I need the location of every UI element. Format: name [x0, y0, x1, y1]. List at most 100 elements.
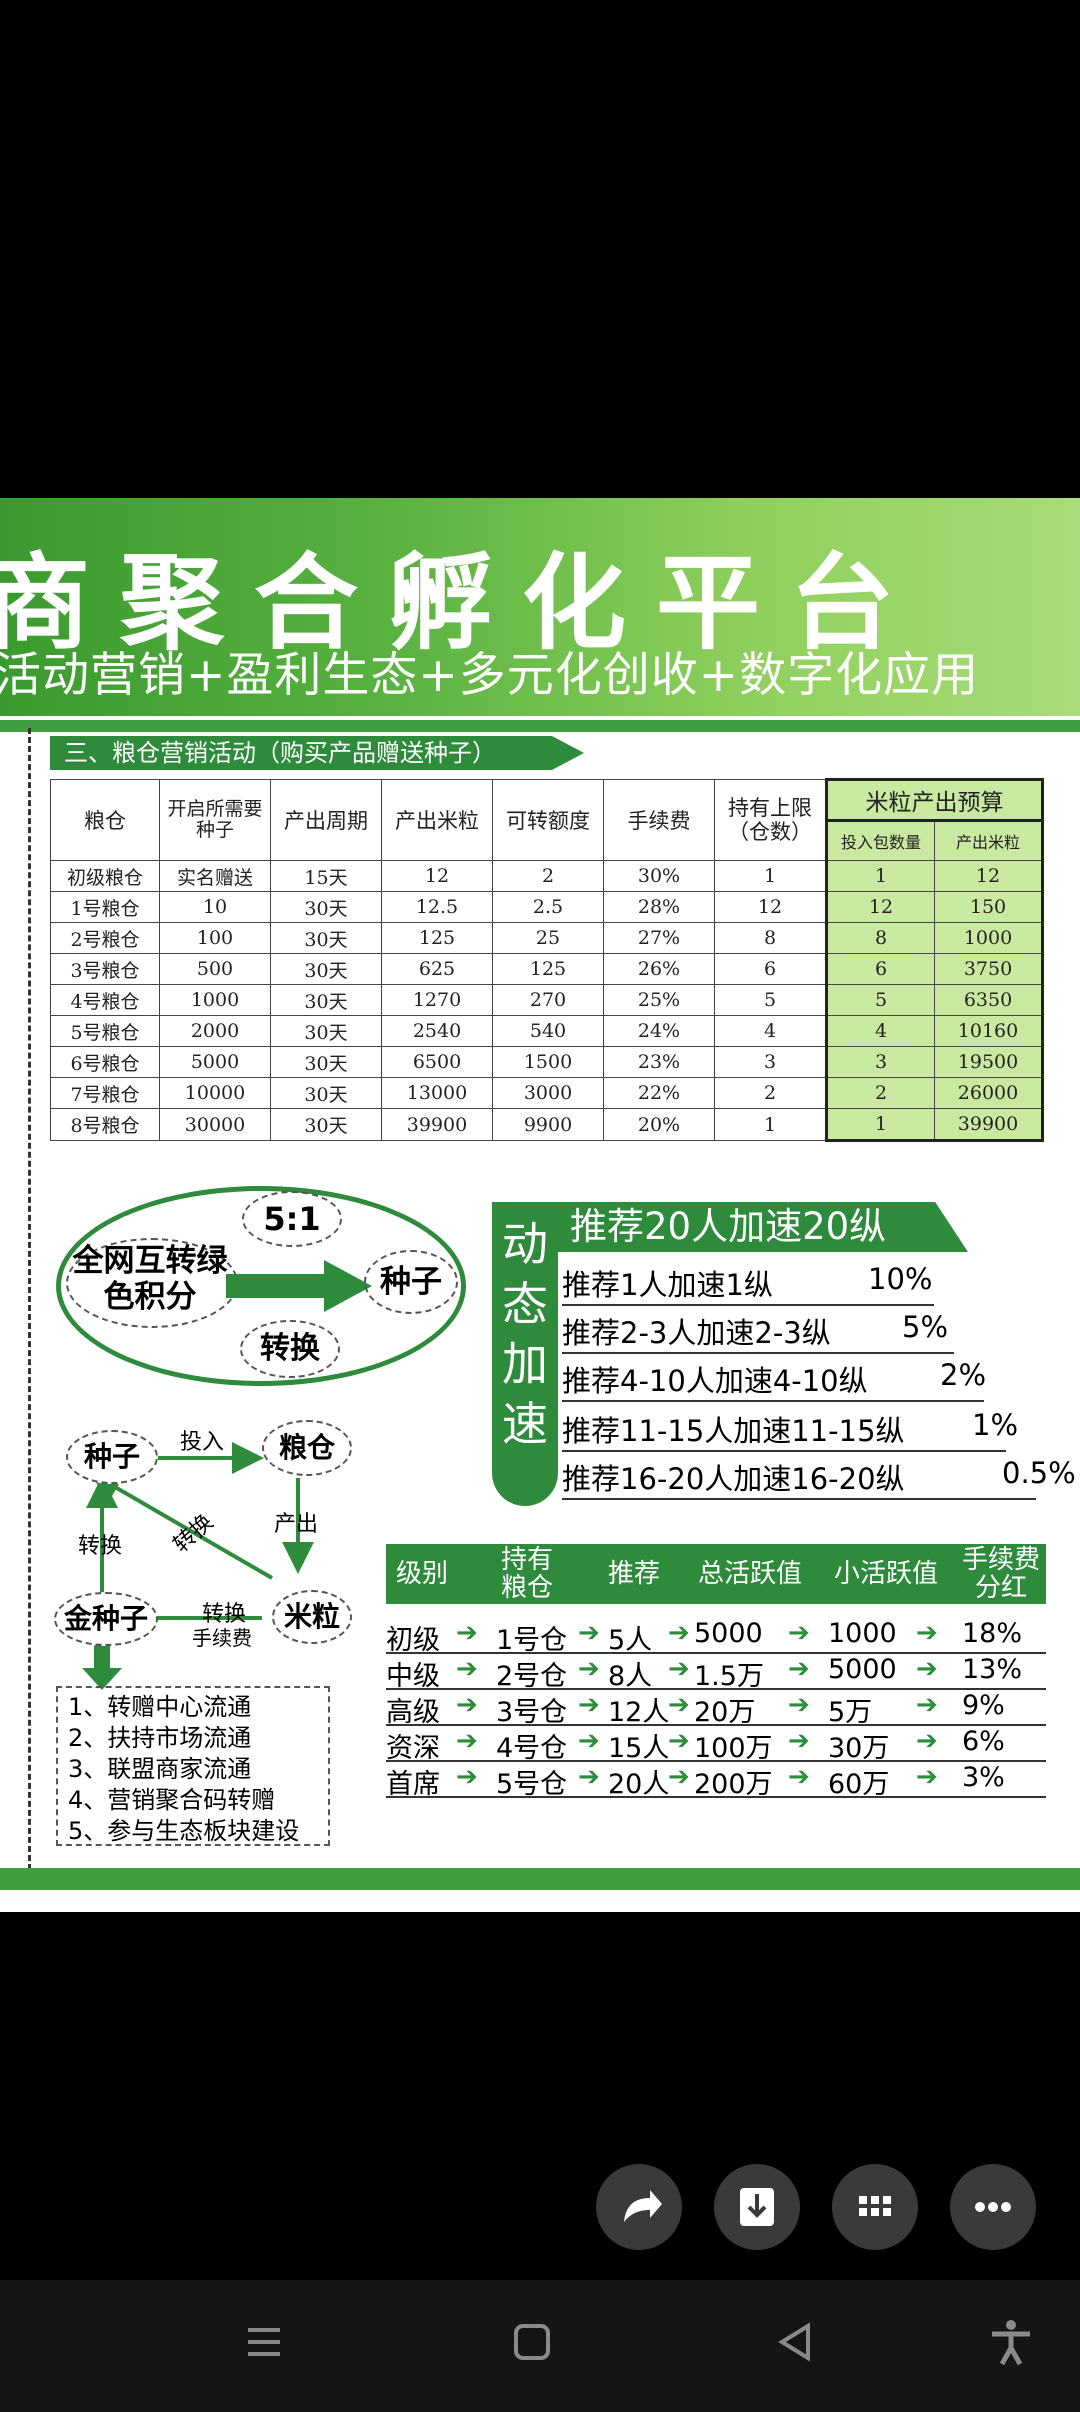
dynamic-row: 推荐4-10人加速4-10纵 2% — [562, 1358, 986, 1402]
download-icon — [740, 2188, 774, 2226]
table-cell: 13000 — [381, 1077, 493, 1109]
dynamic-row-percent: 0.5% — [1002, 1456, 1076, 1490]
table-cell: 1 — [825, 1108, 935, 1142]
arrow-icon: ➔ — [916, 1654, 938, 1684]
banner: 商聚合孵化平台 活动营销+盈利生态+多元化创收+数字化应用 — [0, 498, 1080, 716]
conversion-oval — [56, 1186, 466, 1386]
arrow-icon: ➔ — [668, 1762, 690, 1792]
level-cell: 5万 — [828, 1697, 873, 1728]
col-header: 持有上限（仓数） — [714, 779, 827, 861]
dynamic-row-text: 推荐4-10人加速4-10纵 — [562, 1364, 868, 1398]
apps-button[interactable] — [832, 2164, 918, 2250]
col-header: 开启所需要种子 — [159, 779, 271, 861]
level-cell: 9% — [962, 1690, 1005, 1721]
invest-label: 投入 — [180, 1430, 225, 1455]
arrow-icon: ➔ — [578, 1690, 600, 1720]
table-cell: 4号粮仓 — [50, 984, 160, 1016]
arrow-icon: ➔ — [668, 1654, 690, 1684]
table-cell: 1 — [714, 1108, 827, 1141]
arrow-icon: ➔ — [668, 1618, 690, 1648]
budget-col-header: 产出米粒 — [934, 820, 1044, 861]
list-item: 2、扶持市场流通 — [68, 1724, 252, 1752]
arrow-icon: ➔ — [578, 1726, 600, 1756]
table-cell: 1号粮仓 — [50, 891, 160, 923]
table-cell: 125 — [381, 922, 493, 954]
back-icon[interactable] — [776, 2322, 816, 2362]
table-cell: 3750 — [934, 953, 1044, 985]
level-cell: 初级 — [386, 1625, 440, 1656]
table-cell: 5000 — [159, 1046, 271, 1078]
banner-title: 商聚合孵化平台 — [0, 542, 925, 664]
table-cell: 27% — [603, 922, 715, 954]
level-row: 初级 1号仓 5人 5000 1000 18% ➔ ➔ ➔ ➔ ➔ — [386, 1616, 1046, 1656]
save-button[interactable] — [714, 2164, 800, 2250]
arrow-icon: ➔ — [668, 1726, 690, 1756]
col-header: 粮仓 — [50, 779, 160, 861]
arrow-icon: ➔ — [788, 1654, 810, 1684]
table-cell: 8 — [825, 922, 935, 954]
dynamic-row-percent: 1% — [972, 1408, 1019, 1442]
accessibility-icon[interactable] — [988, 2318, 1034, 2366]
dynamic-row-text: 推荐11-15人加速11-15纵 — [562, 1414, 905, 1448]
table-cell: 1500 — [492, 1046, 604, 1078]
table-cell: 30天 — [270, 984, 382, 1016]
dynamic-row-text: 推荐16-20人加速16-20纵 — [562, 1462, 905, 1496]
level-cell: 1.5万 — [694, 1661, 764, 1692]
level-cell: 12人 — [608, 1697, 670, 1728]
level-col-header: 总活跃值 — [697, 1559, 802, 1589]
dynamic-row: 推荐1人加速1纵 10% — [562, 1262, 934, 1306]
table-cell: 625 — [381, 953, 493, 985]
seed-node: 种子 — [66, 1430, 158, 1484]
share-button[interactable] — [596, 2164, 682, 2250]
table-cell: 8 — [714, 922, 827, 954]
level-cell: 100万 — [694, 1733, 773, 1764]
table-cell: 100 — [159, 922, 271, 954]
home-icon[interactable] — [512, 2322, 552, 2362]
arrow-icon: ➔ — [456, 1726, 478, 1756]
arrow-icon: ➔ — [578, 1762, 600, 1792]
table-cell: 1000 — [159, 984, 271, 1016]
menu-icon[interactable] — [244, 2322, 284, 2362]
grid-icon — [859, 2196, 891, 2216]
table-cell: 12.5 — [381, 891, 493, 923]
table-cell: 26000 — [934, 1077, 1044, 1109]
flow-arrows — [82, 1442, 314, 1690]
dynamic-row-percent: 5% — [902, 1310, 949, 1344]
dynamic-row-text: 推荐1人加速1纵 — [562, 1268, 773, 1302]
level-cell: 3% — [962, 1762, 1005, 1793]
grain-table: 粮仓 开启所需要种子 产出周期 产出米粒 可转额度 手续费 持有上限（仓数） 米… — [50, 778, 1044, 1142]
uses-list: 1、转赠中心流通 2、扶持市场流通 3、联盟商家流通 4、营销聚合码转赠 5、参… — [56, 1686, 330, 1846]
table-cell: 9900 — [492, 1108, 604, 1141]
arrow-icon: ➔ — [788, 1618, 810, 1648]
table-cell: 26% — [603, 953, 715, 985]
list-item: 3、联盟商家流通 — [68, 1755, 252, 1783]
table-cell: 2号粮仓 — [50, 922, 160, 954]
level-col-header: 级别 — [395, 1559, 448, 1589]
arrow-icon: ➔ — [916, 1618, 938, 1648]
table-row: 6号粮仓 5000 30天 6500 1500 23% 3 3 19500 — [50, 1046, 1044, 1078]
table-cell: 5 — [714, 984, 827, 1016]
table-cell: 30天 — [270, 953, 382, 985]
level-cell: 200万 — [694, 1769, 773, 1800]
table-cell: 150 — [934, 891, 1044, 923]
convert-arrow-icon — [226, 1260, 372, 1312]
table-row: 8号粮仓 30000 30天 39900 9900 20% 1 1 39900 — [50, 1108, 1044, 1142]
banner-subtitle: 活动营销+盈利生态+多元化创收+数字化应用 — [0, 648, 980, 703]
table-cell: 15天 — [270, 860, 382, 892]
level-row: 资深 4号仓 15人 100万 30万 6% ➔ ➔ ➔ ➔ ➔ — [386, 1724, 1046, 1764]
level-cell: 5000 — [694, 1618, 763, 1649]
level-cell: 13% — [962, 1654, 1023, 1685]
level-cell: 8人 — [608, 1661, 653, 1692]
level-cell: 中级 — [386, 1661, 440, 1692]
col-header: 产出米粒 — [381, 779, 493, 861]
level-cell: 5号仓 — [496, 1769, 568, 1800]
table-cell: 3 — [714, 1046, 827, 1078]
more-button[interactable] — [950, 2164, 1036, 2250]
fee-label: 手续费 — [192, 1626, 252, 1650]
level-cell: 30万 — [828, 1733, 890, 1764]
dynamic-label: 动 态 加 速 — [492, 1202, 558, 1506]
level-cell: 60万 — [828, 1769, 890, 1800]
arrow-icon: ➔ — [788, 1690, 810, 1720]
level-col-header: 手续费分红 — [961, 1545, 1040, 1603]
col-header: 产出周期 — [270, 779, 382, 861]
